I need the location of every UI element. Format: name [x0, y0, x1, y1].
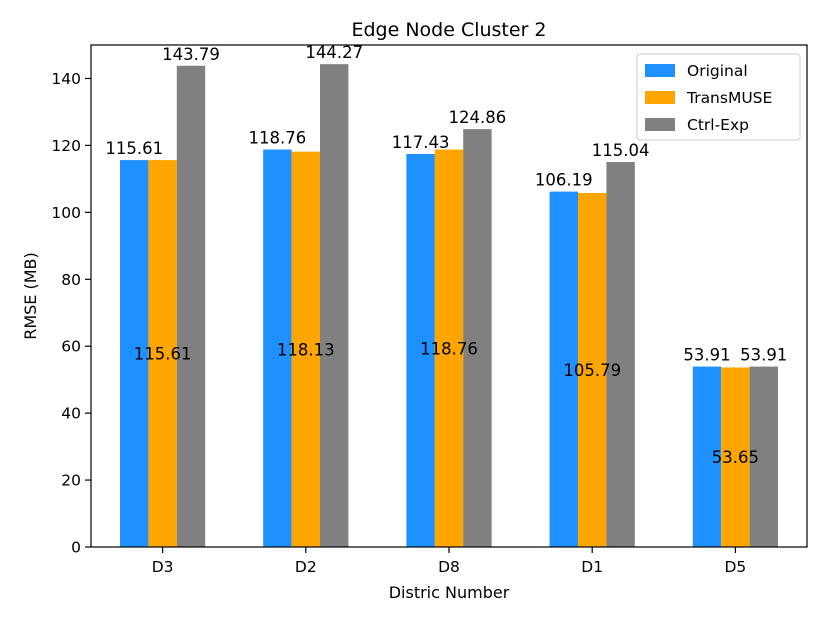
plot-frame: [90, 44, 808, 548]
chart-title: Edge Node Cluster 2: [351, 19, 546, 41]
data-label: 115.61: [105, 139, 163, 158]
bar-transmuse-d1: [578, 192, 607, 548]
x-tick-label: D3: [152, 558, 174, 576]
y-tick-label: 0: [71, 539, 81, 557]
y-tick-label: 80: [61, 271, 81, 289]
bar-transmuse-d3: [148, 160, 177, 548]
y-tick-label: 20: [61, 472, 81, 490]
bar-original-d8: [406, 154, 435, 548]
data-label: 117.43: [392, 133, 450, 152]
legend-swatch: [645, 91, 675, 104]
bar-ctrl-exp-d8: [463, 129, 492, 547]
data-label: 118.76: [420, 339, 478, 358]
bar-transmuse-d8: [434, 149, 464, 547]
data-label: 53.91: [740, 346, 787, 365]
y-axis-label: RMSE (MB): [21, 252, 40, 340]
legend: Original TransMUSE Ctrl-Exp: [636, 53, 801, 141]
data-labels: 115.61 115.61 143.79 118.76 118.13 144.27 117.…: [105, 43, 787, 467]
data-label: 106.19: [535, 171, 593, 190]
legend-label: Original: [687, 62, 748, 80]
bar-ctrl-exp-d3: [176, 65, 206, 547]
data-label: 53.91: [683, 346, 730, 365]
legend-box: [636, 53, 801, 141]
bar-ctrl-exp-d1: [606, 161, 635, 548]
data-label: 115.61: [134, 345, 192, 364]
x-tick-label: D8: [438, 558, 460, 576]
data-label: 115.04: [592, 141, 650, 160]
bar-transmuse-d2: [291, 151, 320, 547]
data-label: 144.27: [305, 43, 363, 62]
data-label: 118.76: [249, 129, 307, 148]
bar-original-d1: [549, 191, 578, 547]
legend-swatch: [645, 64, 675, 77]
y-tick-label: 140: [51, 70, 81, 88]
data-label: 53.65: [712, 448, 759, 467]
bar-original-d3: [120, 160, 149, 548]
legend-label: TransMUSE: [686, 89, 772, 107]
x-tick-label: D1: [581, 558, 603, 576]
legend-swatch: [645, 118, 675, 131]
bar-ctrl-exp-d2: [320, 64, 349, 548]
bar-original-d5: [692, 366, 722, 547]
data-label: 124.86: [449, 108, 507, 127]
bar-transmuse-d5: [721, 367, 750, 547]
x-axis: D3 D2 D8 D1 D5: [152, 547, 747, 576]
y-tick-label: 120: [51, 137, 81, 155]
y-axis: 0 20 40 60 80 100 120 140: [51, 70, 91, 557]
data-label: 118.13: [277, 340, 335, 359]
bars: [120, 64, 778, 548]
x-tick-label: D2: [295, 558, 317, 576]
data-label: 143.79: [162, 45, 220, 64]
y-tick-label: 100: [51, 204, 81, 222]
x-axis-label: Distric Number: [389, 583, 510, 602]
y-tick-label: 40: [61, 405, 81, 423]
x-tick-label: D5: [725, 558, 747, 576]
data-label: 105.79: [563, 361, 621, 380]
legend-label: Ctrl-Exp: [687, 116, 749, 134]
bar-ctrl-exp-d5: [749, 366, 778, 547]
y-tick-label: 60: [61, 338, 81, 356]
bar-original-d2: [263, 149, 292, 547]
